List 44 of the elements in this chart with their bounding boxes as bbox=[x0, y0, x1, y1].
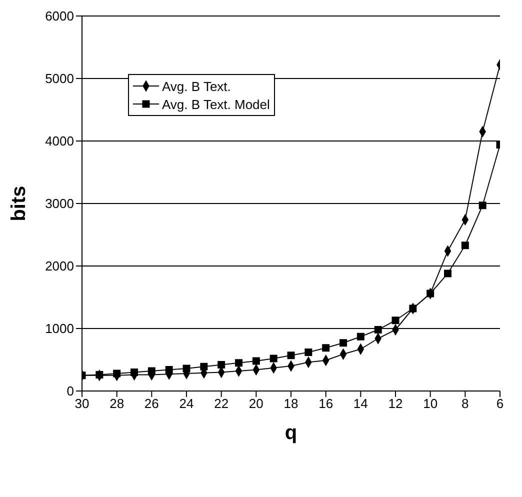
y-tick-label: 3000 bbox=[45, 196, 74, 212]
point bbox=[165, 366, 173, 374]
x-tick-label: 22 bbox=[214, 396, 229, 412]
x-tick-label: 16 bbox=[318, 396, 334, 412]
y-tick-label: 4000 bbox=[45, 134, 74, 149]
point bbox=[218, 361, 226, 368]
x-tick-label: 26 bbox=[144, 396, 159, 412]
x-tick-label: 18 bbox=[284, 396, 298, 412]
point bbox=[235, 359, 242, 367]
x-tick-label: 30 bbox=[74, 396, 90, 412]
point bbox=[252, 357, 260, 365]
x-tick-label: 6 bbox=[496, 396, 504, 412]
x-tick-label: 28 bbox=[110, 396, 124, 412]
point bbox=[478, 202, 486, 210]
x-axis-title: q bbox=[284, 422, 298, 444]
point bbox=[96, 371, 104, 378]
y-tick-label: 5000 bbox=[45, 71, 74, 86]
y-tick-label: 6000 bbox=[45, 8, 74, 24]
x-tick-label: 20 bbox=[248, 396, 264, 412]
legend-label: Avg. B Text. Model bbox=[162, 96, 270, 112]
y-tick-label: 1000 bbox=[45, 321, 74, 336]
y-axis-title: bits bbox=[8, 186, 30, 222]
point bbox=[113, 370, 121, 378]
x-tick-label: 10 bbox=[423, 396, 438, 412]
point bbox=[392, 316, 400, 324]
point bbox=[200, 362, 208, 370]
x-tick-label: 24 bbox=[179, 396, 194, 412]
point bbox=[270, 354, 278, 362]
x-tick-label: 12 bbox=[388, 396, 403, 412]
point bbox=[287, 352, 295, 360]
x-tick-label: 8 bbox=[462, 396, 469, 412]
point bbox=[340, 339, 347, 347]
point bbox=[148, 367, 156, 375]
point bbox=[374, 326, 382, 334]
point bbox=[322, 344, 330, 352]
point bbox=[130, 368, 138, 376]
x-tick-label: 14 bbox=[353, 396, 368, 412]
y-tick-label: 0 bbox=[66, 384, 74, 399]
legend-label: Avg. B Text. bbox=[162, 78, 231, 94]
point bbox=[304, 348, 312, 356]
y-tick-label: 2000 bbox=[45, 258, 74, 274]
point bbox=[356, 332, 364, 340]
point bbox=[461, 242, 469, 250]
point bbox=[444, 270, 452, 278]
